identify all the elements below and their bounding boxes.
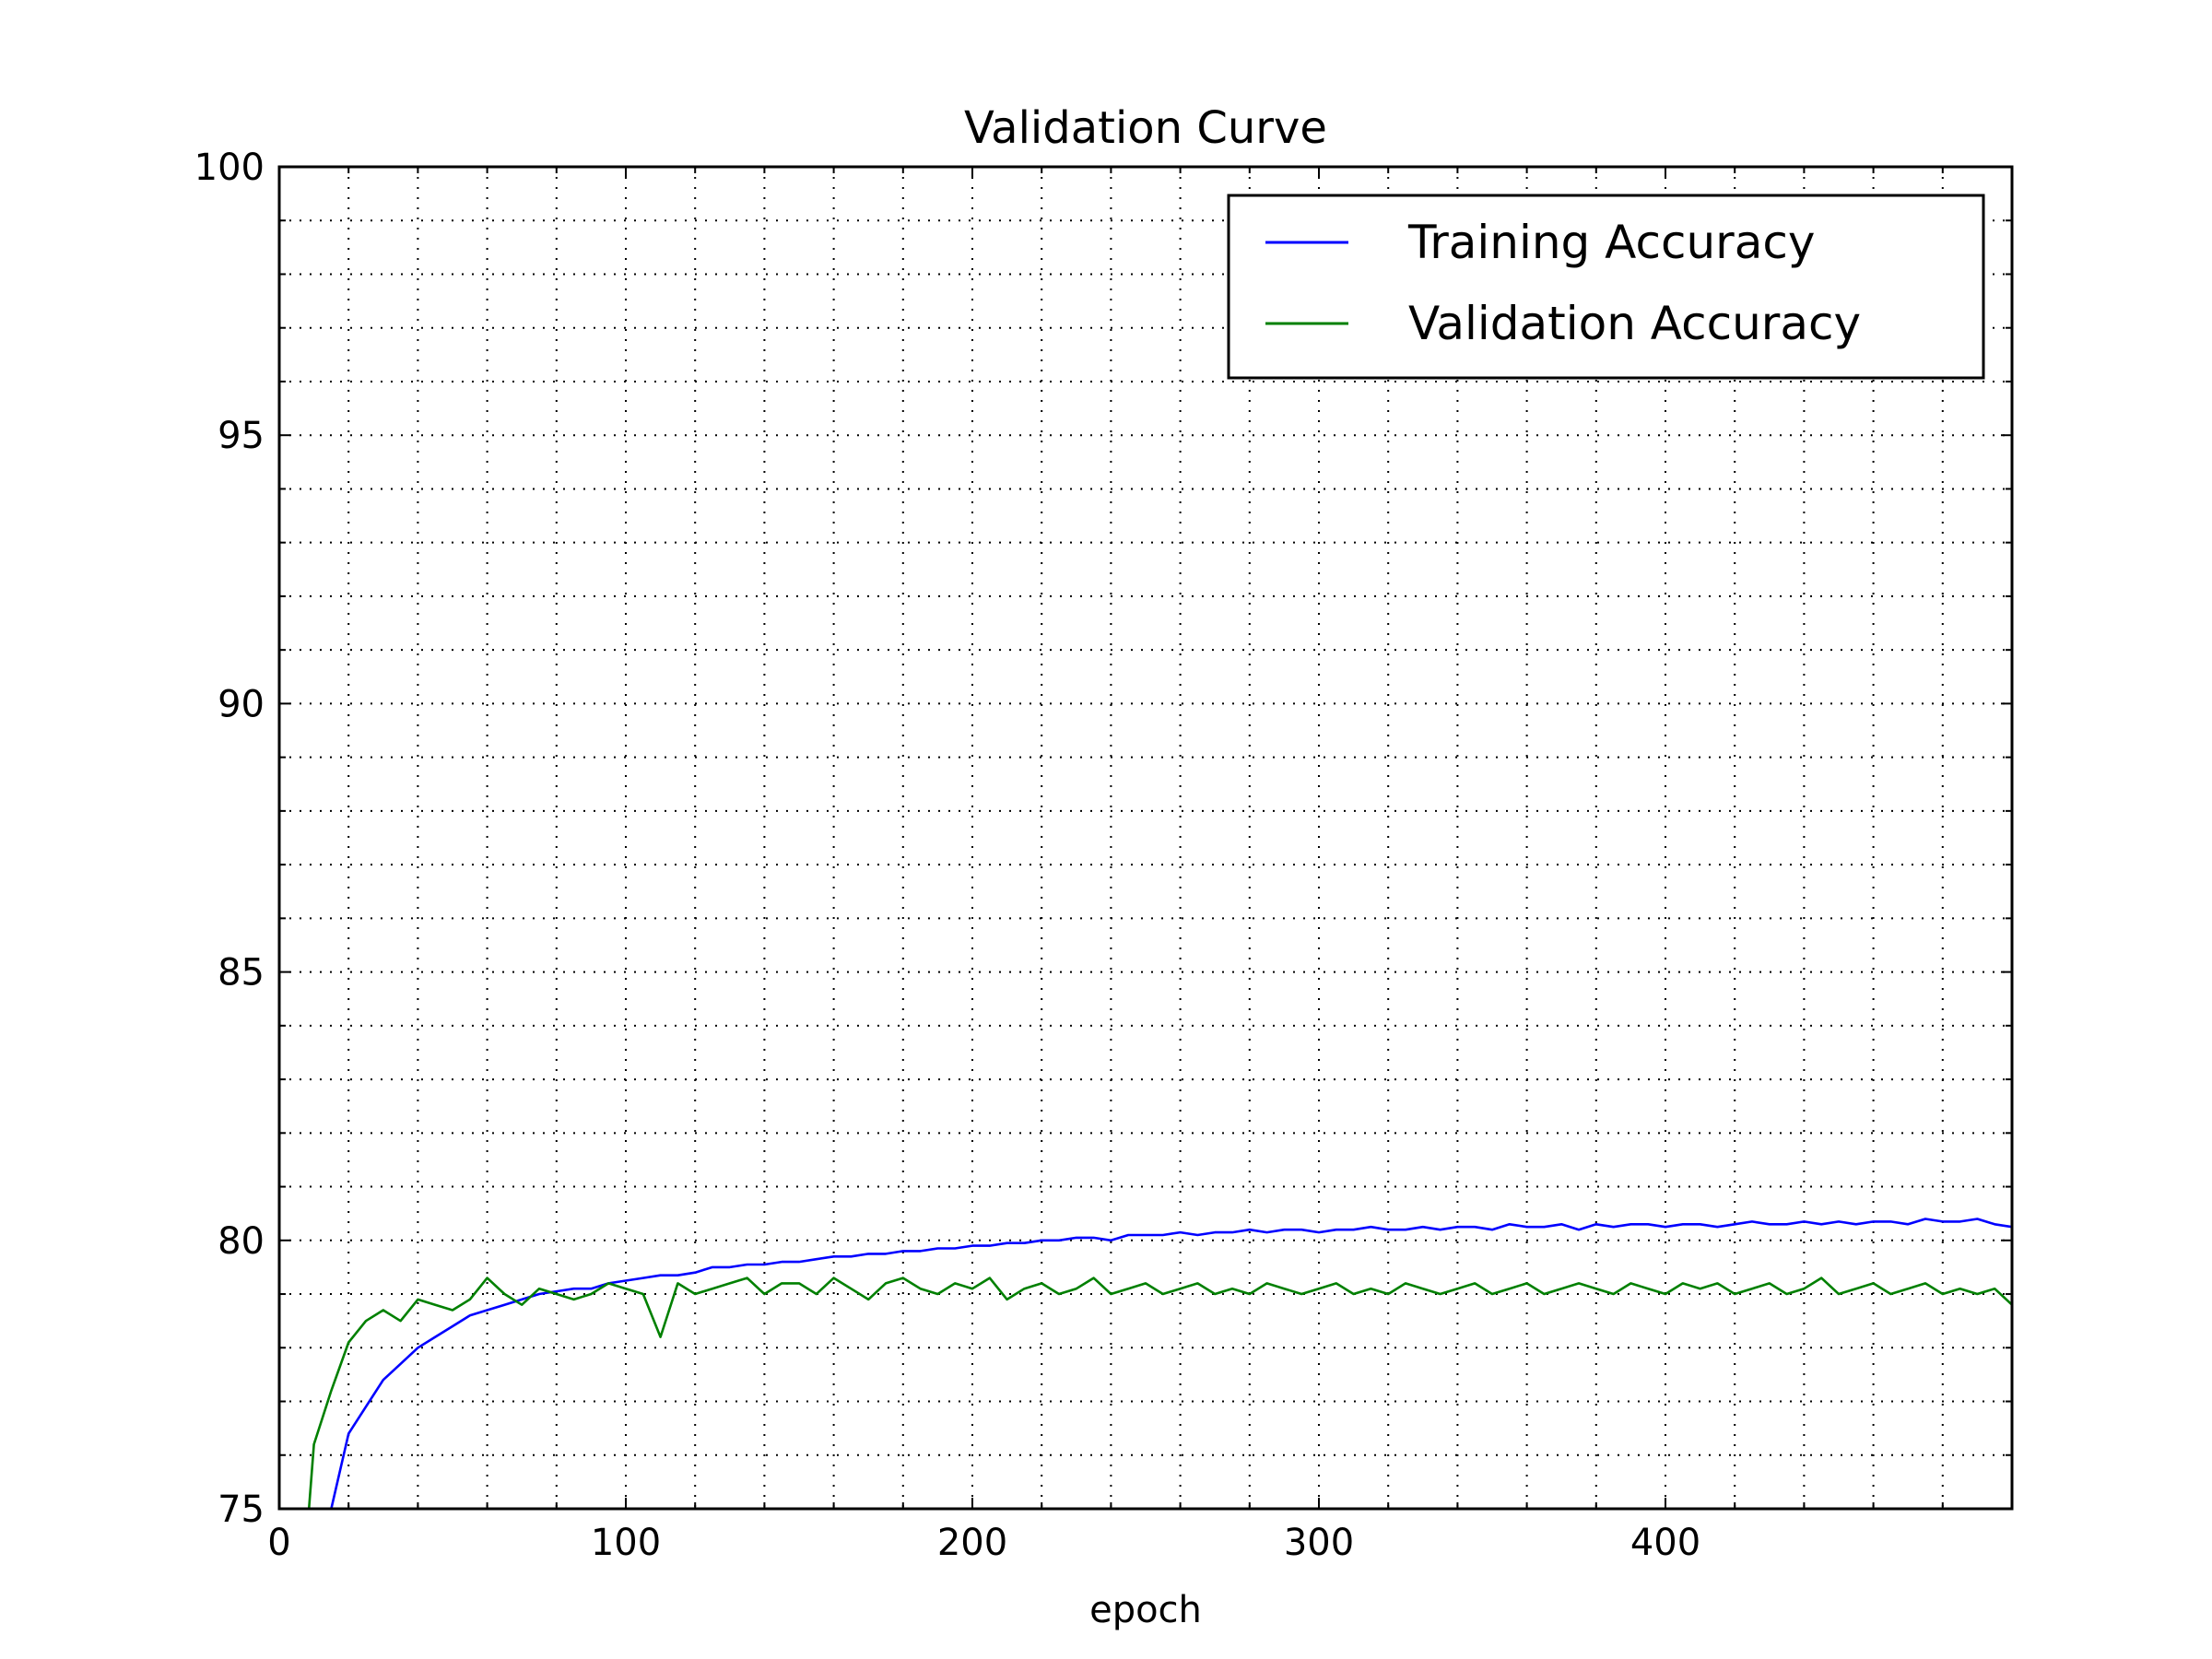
- grid: [279, 167, 2012, 1509]
- legend-label-training: Training Accuracy: [1407, 216, 1815, 269]
- y-tick-labels: 75 80 85 90 95 100: [194, 147, 265, 1531]
- axis-ticks: [279, 167, 2012, 1509]
- series-lines: [307, 1218, 2012, 1509]
- y-tick-label: 90: [218, 683, 265, 725]
- x-tick-label: 400: [1630, 1522, 1700, 1564]
- y-tick-label: 80: [218, 1220, 265, 1263]
- y-tick-label: 100: [194, 147, 265, 189]
- legend: Training Accuracy Validation Accuracy: [1227, 194, 1985, 380]
- plot-area-frame: [277, 165, 2014, 1511]
- y-tick-label: 85: [218, 952, 265, 994]
- series-line-validation-accuracy: [307, 1277, 2012, 1509]
- x-tick-labels: 0 100 200 300 400: [267, 1522, 1700, 1564]
- y-tick-label: 75: [218, 1488, 265, 1531]
- x-axis-label: epoch: [1089, 1589, 1202, 1631]
- y-tick-label: 95: [218, 415, 265, 457]
- x-tick-label: 300: [1284, 1522, 1354, 1564]
- chart-title: Validation Curve: [964, 102, 1327, 154]
- legend-label-validation: Validation Accuracy: [1408, 297, 1861, 350]
- series-line-training-accuracy: [330, 1218, 2012, 1509]
- legend-box: [1227, 194, 1985, 380]
- x-tick-label: 0: [267, 1522, 290, 1564]
- x-tick-label: 100: [591, 1522, 661, 1564]
- x-tick-label: 200: [937, 1522, 1007, 1564]
